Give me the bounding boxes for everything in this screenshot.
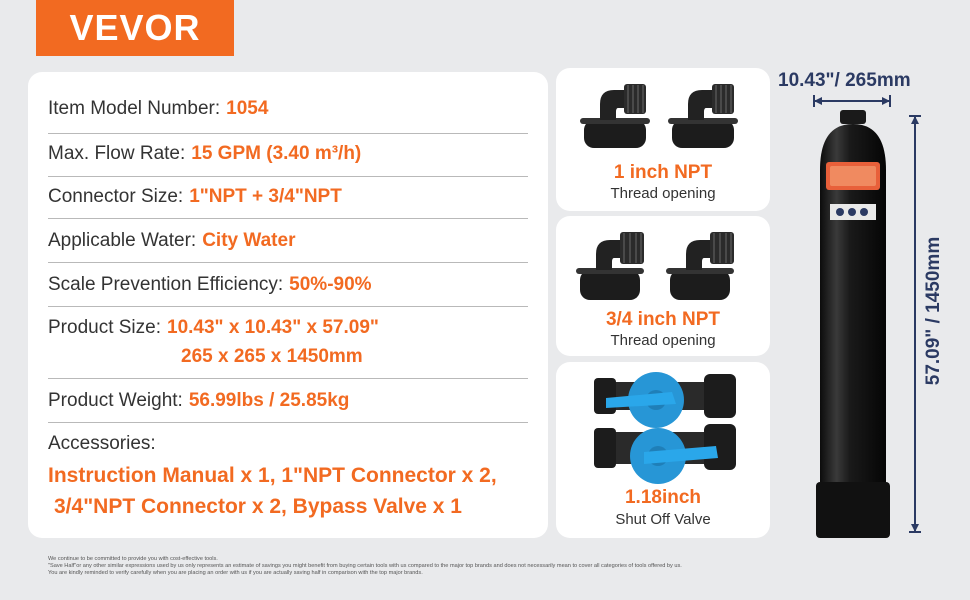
vevor-logo: VEVOR (36, 0, 234, 56)
spec-scale-label: Scale Prevention Efficiency: (48, 274, 284, 295)
tank-illustration: 10.43"/ 265mm 57.09" / (772, 60, 970, 550)
logo-text: VEVOR (69, 7, 201, 48)
spec-flow-label: Max. Flow Rate: (48, 143, 186, 164)
footnote-line-3: You are kindly reminded to verify carefu… (48, 570, 423, 576)
spec-water-label: Applicable Water: (48, 230, 197, 251)
card-3-title: 1.18inch (624, 487, 702, 508)
spec-connector-value: 1"NPT + 3/4"NPT (189, 186, 342, 207)
spec-connector-size: Connector Size: 1"NPT + 3/4"NPT (48, 185, 528, 209)
connector-1inch-card: 1 inch NPT Thread opening (556, 68, 770, 211)
spec-accessories-label: Accessories: (48, 433, 156, 454)
width-arrow-icon (813, 95, 891, 107)
specifications-panel: Item Model Number: 1054 Max. Flow Rate: 15… (28, 72, 548, 538)
spec-scale-value: 50%-90% (289, 274, 372, 295)
spec-scale-prevention: Scale Prevention Efficiency: 50%-90% (48, 273, 528, 297)
spec-weight-label: Product Weight: (48, 390, 183, 411)
width-dimension-label: 10.43"/ 265mm (778, 70, 911, 91)
connector-3-4inch-card: 3/4 inch NPT Thread opening (556, 216, 770, 356)
bypass-valve-icon (594, 372, 736, 484)
card-3-subtitle: Shut Off Valve (615, 511, 711, 528)
spec-flow-value: 15 GPM (3.40 m³/h) (191, 143, 362, 164)
spec-model-value: 1054 (226, 98, 269, 119)
spec-product-size-metric: 265 x 265 x 1450mm (181, 345, 521, 369)
spec-applicable-water: Applicable Water: City Water (48, 229, 528, 253)
spec-size-value-1: 10.43" x 10.43" x 57.09" (167, 317, 379, 338)
water-softener-tank (816, 110, 890, 538)
spec-water-value: City Water (202, 230, 296, 251)
spec-size-label: Product Size: (48, 317, 161, 338)
elbow-connector-icon (576, 232, 734, 300)
spec-product-size: Product Size: 10.43" x 10.43" x 57.09" (48, 316, 528, 340)
spec-weight-value: 56.99lbs / 25.85kg (188, 390, 350, 411)
divider (48, 176, 528, 177)
card-2-title: 3/4 inch NPT (605, 309, 721, 330)
divider (48, 306, 528, 307)
divider (48, 422, 528, 423)
spec-connector-label: Connector Size: (48, 186, 184, 207)
footnote-line-2: "Save Half"or any other similar expressi… (48, 563, 682, 569)
card-1-title: 1 inch NPT (613, 162, 713, 183)
shutoff-valve-card: 1.18inch Shut Off Valve (556, 362, 770, 538)
height-arrow-icon (909, 115, 921, 533)
spec-size-value-2: 265 x 265 x 1450mm (181, 346, 363, 367)
divider (48, 262, 528, 263)
card-1-subtitle: Thread opening (610, 185, 716, 202)
elbow-connector-icon (580, 84, 738, 148)
spec-model-label: Item Model Number: (48, 98, 221, 119)
spec-product-weight: Product Weight: 56.99lbs / 25.85kg (48, 389, 528, 413)
divider (48, 133, 528, 134)
accessories-line-1: Instruction Manual x 1, 1"NPT Connector … (48, 464, 497, 487)
spec-flow-rate: Max. Flow Rate: 15 GPM (3.40 m³/h) (48, 142, 528, 166)
card-2-subtitle: Thread opening (610, 332, 716, 349)
accessories-line-2: 3/4"NPT Connector x 2, Bypass Valve x 1 (54, 495, 462, 518)
spec-model: Item Model Number: 1054 (48, 97, 528, 121)
height-dimension-label: 57.09" / 1450mm (923, 236, 944, 386)
divider (48, 378, 528, 379)
footnote-line-1: We continue to be committed to provide y… (48, 556, 218, 562)
disclaimer-footnote: We continue to be committed to provide y… (48, 556, 928, 577)
divider (48, 218, 528, 219)
spec-accessories: Accessories: (48, 432, 528, 456)
